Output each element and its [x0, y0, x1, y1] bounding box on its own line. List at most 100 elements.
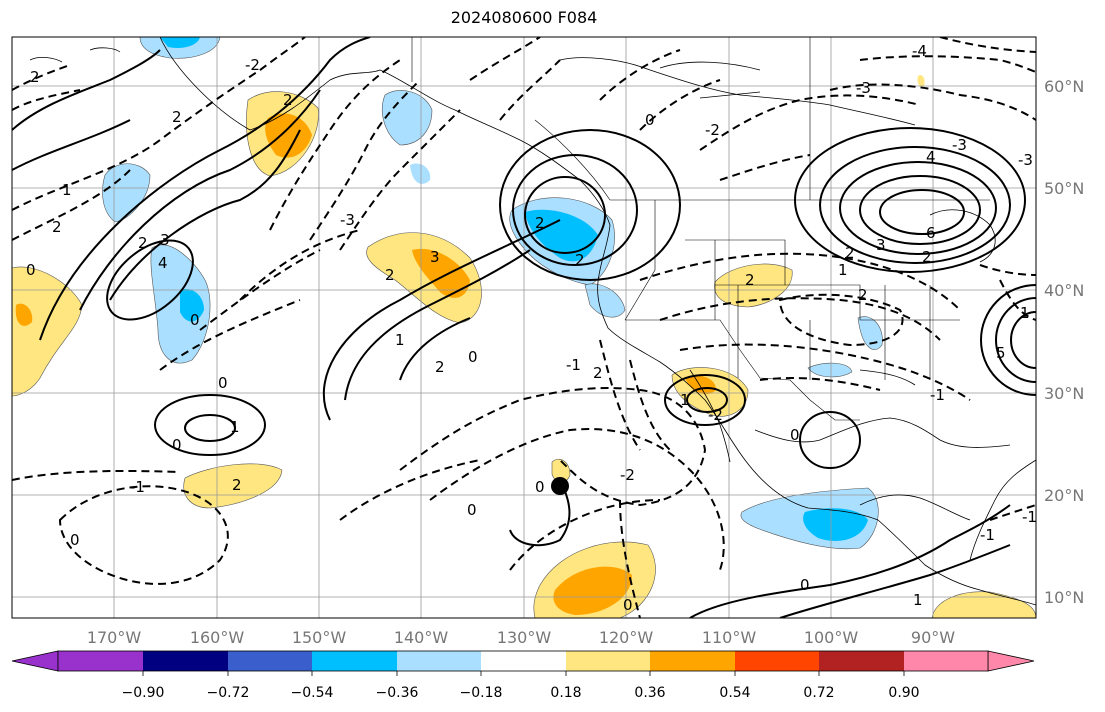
contour-label: 1 [680, 391, 690, 409]
colorbar-tick-label: 0.72 [803, 685, 834, 701]
positive-contours [12, 37, 1036, 618]
lat-label: 50°N [1044, 179, 1084, 198]
contour-label: 0 [190, 311, 200, 329]
colorbar-max-extension [987, 650, 1035, 672]
graticule [12, 37, 1036, 618]
negative-anomaly-core [180, 289, 204, 322]
lat-label: 30°N [1044, 384, 1084, 403]
contour-label: 0 [790, 426, 800, 444]
contour-label: 2 [745, 271, 755, 289]
positive-anomaly-region [714, 263, 793, 308]
contour-label: 1 [913, 591, 923, 609]
contour-label: 0 [218, 374, 228, 392]
contour-label: 0 [467, 501, 477, 519]
negative-anomaly-region [381, 90, 433, 146]
contour-label: 2 [593, 364, 603, 382]
positive-anomaly-core [15, 303, 33, 326]
colorbar-bin [481, 651, 566, 671]
negative-anomaly-core [160, 37, 200, 48]
positive-anomaly-region [183, 463, 283, 509]
negative-anomaly-region [410, 163, 431, 184]
contour-label: 0 [26, 261, 36, 279]
contour-label: 6 [926, 224, 936, 242]
contour-label: 0 [800, 576, 810, 594]
contour-label: 2 [52, 218, 62, 236]
contour-label: -1 [930, 386, 945, 404]
contour-label: 0 [70, 531, 80, 549]
positive-anomaly-core [265, 113, 312, 158]
colorbar-tick-label: 0.54 [719, 685, 750, 701]
lon-label: 170°W [87, 628, 142, 647]
negative-anomaly-region [857, 316, 883, 350]
contour-label: -1 [566, 356, 581, 374]
contour-label: 2 [858, 286, 868, 304]
colorbar-tick-label: 0.36 [634, 685, 665, 701]
contour-label: 0 [623, 596, 633, 614]
colorbar-min-extension [11, 650, 59, 672]
contour-labels: 2 2 1 2 0 0 3 2 4 2 0 -1 2 -2 2 0 1 2 3 … [26, 42, 1037, 614]
longitude-labels: 170°W 160°W 150°W 140°W 130°W 120°W 110°… [87, 628, 955, 647]
colorbar-tick-labels: −0.90 −0.72 −0.54 −0.36 −0.18 0.18 0.36 … [122, 685, 920, 701]
colorbar-tick-label: 0.90 [888, 685, 919, 701]
contour-label: -3 [952, 136, 967, 154]
lat-label: 10°N [1044, 588, 1084, 607]
map-title: 2024080600 F084 [450, 8, 598, 27]
contour-label: -1 [1022, 508, 1037, 526]
black-dot-marker [551, 477, 569, 495]
contour-label: 2 [575, 251, 585, 269]
colorbar-ticks [142, 671, 905, 676]
contour-label: -4 [912, 42, 927, 60]
contour-label: 3 [876, 236, 886, 254]
positive-anomaly-region [12, 266, 83, 397]
contour-label: 5 [996, 344, 1006, 362]
positive-anomaly-core [553, 566, 632, 615]
colorbar-tick-label: −0.54 [291, 685, 334, 701]
contour-label: 1 [62, 181, 72, 199]
contour-label: -1 [130, 478, 145, 496]
colorbar-frame [57, 650, 989, 672]
contour-label: 0 [172, 436, 182, 454]
lat-label: 40°N [1044, 281, 1084, 300]
contour-label: 0 [468, 348, 478, 366]
colorbar-bin [735, 651, 819, 671]
negative-anomaly-region [584, 283, 626, 318]
negative-anomaly-core [803, 508, 868, 541]
latitude-labels: 60°N 50°N 40°N 30°N 20°N 10°N [1044, 77, 1084, 607]
contour-label: 1 [395, 331, 405, 349]
contour-label: -1 [980, 526, 995, 544]
lon-label: 160°W [190, 628, 245, 647]
lon-label: 130°W [497, 628, 552, 647]
map-frame [11, 36, 1037, 619]
colorbar-tick-label: 0.18 [550, 685, 581, 701]
colorbar-bin [566, 651, 650, 671]
map-plot-area: 2 2 1 2 0 0 3 2 4 2 0 -1 2 -2 2 0 1 2 3 … [12, 37, 1037, 618]
colorbar-bin [904, 651, 988, 671]
negative-anomaly-region [102, 163, 151, 223]
lat-label: 60°N [1044, 77, 1084, 96]
contour-label: -3 [1018, 151, 1033, 169]
colorbar: −0.90 −0.72 −0.54 −0.36 −0.18 0.18 0.36 … [11, 650, 1035, 701]
lon-label: 120°W [599, 628, 654, 647]
negative-anomaly-core [525, 209, 598, 262]
contour-label: 0 [645, 111, 655, 129]
contour-label: 0 [535, 478, 545, 496]
contour-label: 2 [138, 234, 148, 252]
contour-label: -3 [340, 211, 355, 229]
lon-label: 110°W [702, 628, 757, 647]
colorbar-bin [397, 651, 481, 671]
contour-label: 2 [845, 244, 855, 262]
contour-label: 2 [435, 358, 445, 376]
contour-label: 2 [922, 248, 932, 266]
colorbar-bin [58, 651, 143, 671]
contour-label: 2 [535, 214, 545, 232]
contour-label: 2 [172, 108, 182, 126]
contour-label: 1 [838, 261, 848, 279]
colorbar-tick-label: −0.90 [122, 685, 165, 701]
lat-label: 20°N [1044, 486, 1084, 505]
contour-label: 3 [430, 248, 440, 266]
contour-label: -2 [705, 121, 720, 139]
contour-label: 2 [30, 68, 40, 86]
lon-label: 100°W [804, 628, 859, 647]
contour-label: 2 [232, 476, 242, 494]
